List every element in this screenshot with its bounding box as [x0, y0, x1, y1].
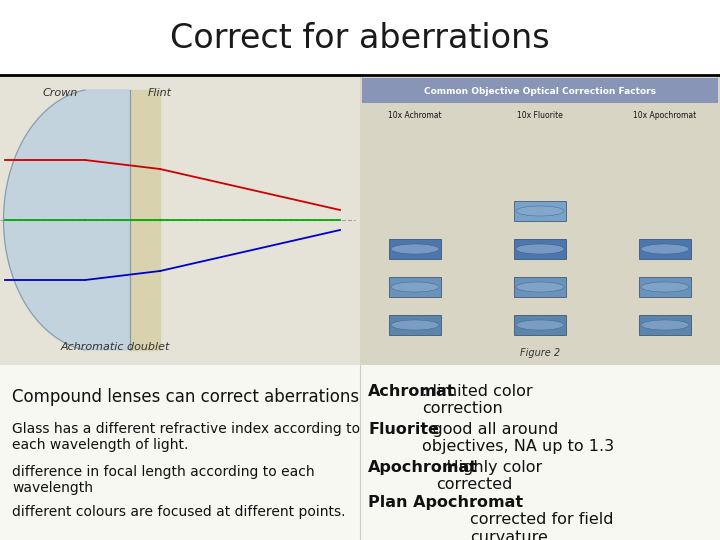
Ellipse shape [391, 282, 439, 292]
Text: : Highly color
corrected: : Highly color corrected [436, 460, 542, 492]
Text: 10x Achromat: 10x Achromat [388, 111, 442, 119]
Text: 10x Apochromat: 10x Apochromat [634, 111, 697, 119]
Bar [360, 75, 720, 365]
Text: Crown: Crown [42, 88, 78, 98]
Text: Common Objective Optical Correction Factors: Common Objective Optical Correction Fact… [424, 86, 656, 96]
Bar [639, 277, 691, 297]
Polygon shape [130, 90, 160, 350]
Ellipse shape [641, 244, 689, 254]
Bar [0, 0, 720, 75]
Text: : good all around
objectives, NA up to 1.3: : good all around objectives, NA up to 1… [422, 422, 614, 454]
Bar [514, 201, 566, 221]
Text: different colours are focused at different points.: different colours are focused at differe… [12, 505, 346, 519]
Text: Compound lenses can correct aberrations: Compound lenses can correct aberrations [12, 388, 359, 406]
Text: Flint: Flint [148, 88, 172, 98]
Bar [514, 315, 566, 335]
Bar [0, 75, 720, 365]
Text: Apochromat: Apochromat [368, 460, 478, 475]
Bar [389, 277, 441, 297]
Ellipse shape [641, 320, 689, 330]
Bar [389, 239, 441, 259]
Text: difference in focal length according to each
wavelength: difference in focal length according to … [12, 465, 315, 495]
Bar [639, 315, 691, 335]
Bar [639, 239, 691, 259]
Ellipse shape [516, 320, 564, 330]
Text: Glass has a different refractive index according to
each wavelength of light.: Glass has a different refractive index a… [12, 422, 360, 452]
Text: Achromat: Achromat [368, 384, 456, 399]
Bar [0, 365, 720, 540]
Bar [514, 277, 566, 297]
Bar [389, 315, 441, 335]
Ellipse shape [641, 282, 689, 292]
Text: :
corrected for field
curvature: : corrected for field curvature [469, 495, 613, 540]
Text: 10x Fluorite: 10x Fluorite [517, 111, 563, 119]
Ellipse shape [391, 320, 439, 330]
Text: Plan Apochromat: Plan Apochromat [368, 495, 523, 510]
Text: Fluorite: Fluorite [368, 422, 439, 437]
Bar [0, 75, 360, 365]
Ellipse shape [516, 282, 564, 292]
Text: Figure 2: Figure 2 [520, 348, 560, 358]
Ellipse shape [391, 244, 439, 254]
Text: : limited color
correction: : limited color correction [422, 384, 533, 416]
Bar [514, 239, 566, 259]
Polygon shape [4, 90, 130, 350]
Ellipse shape [516, 244, 564, 254]
Ellipse shape [516, 206, 564, 216]
Text: Achromatic doublet: Achromatic doublet [60, 342, 170, 352]
Bar [362, 78, 718, 103]
Text: Correct for aberrations: Correct for aberrations [170, 22, 550, 55]
